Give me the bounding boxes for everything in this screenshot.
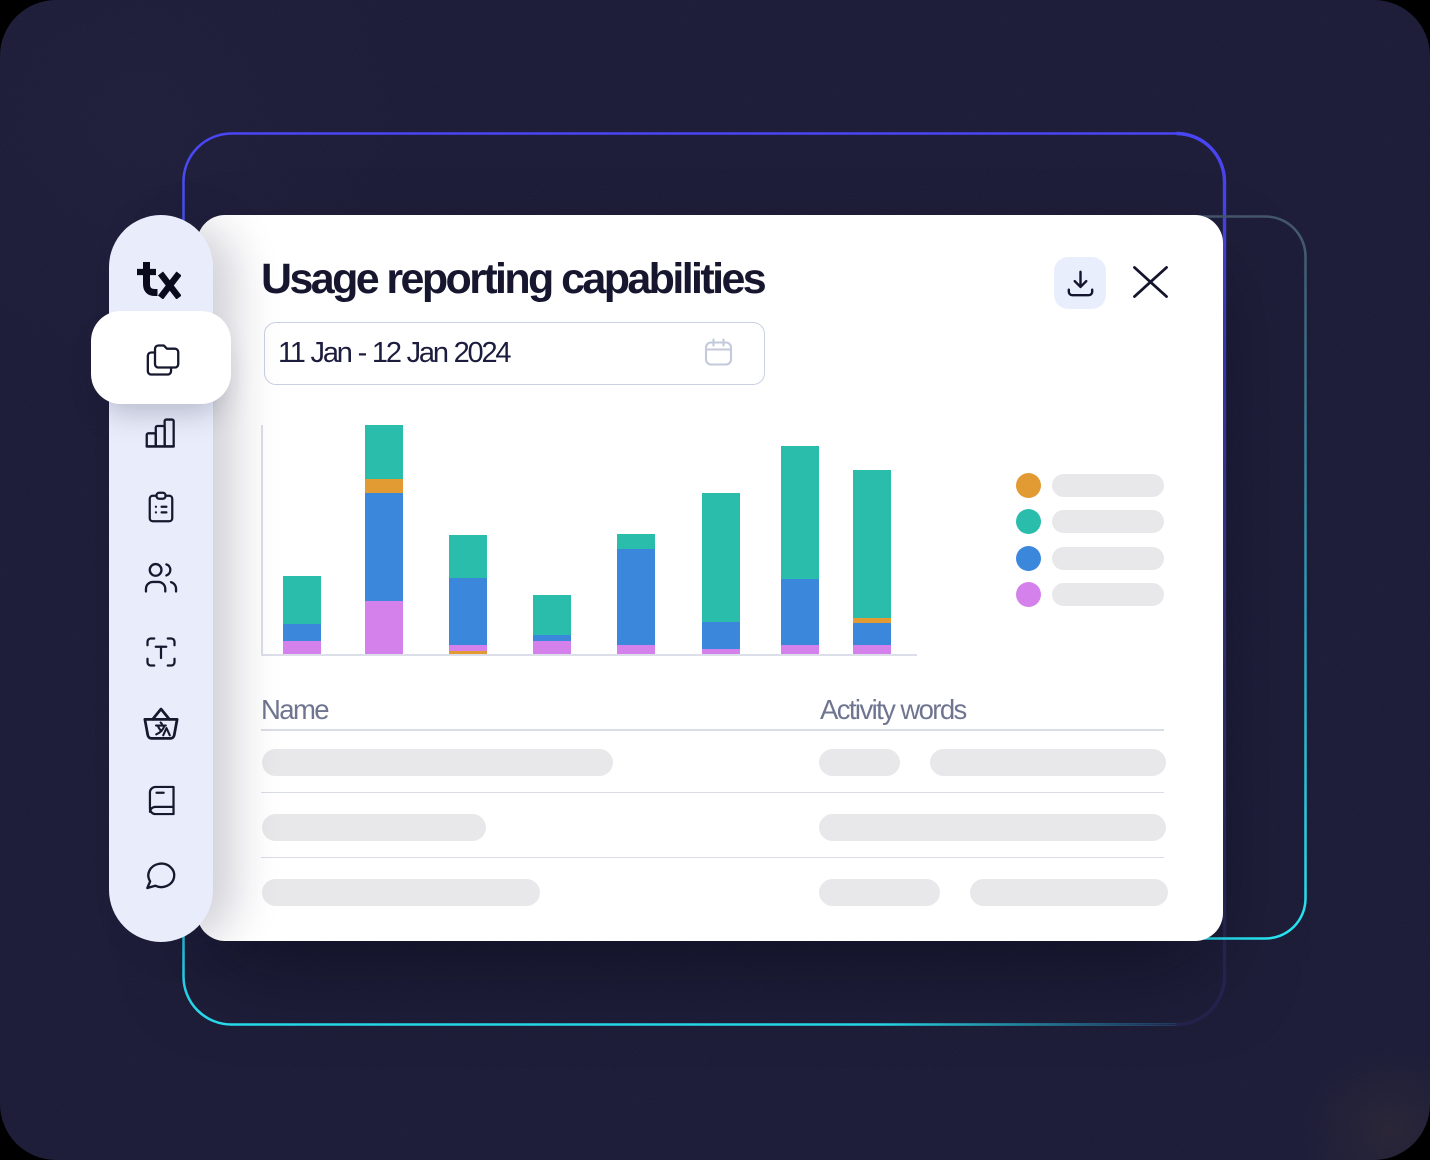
chart-bar-5: [617, 533, 655, 654]
text-scan-icon: [146, 637, 176, 667]
chart-segment-purple: [617, 645, 655, 654]
chart-bar-4: [532, 595, 571, 654]
chart-segment-teal: [702, 493, 740, 622]
sidebar-active-item-background: [91, 311, 231, 404]
chart-x-axis: [261, 654, 917, 656]
chart-segment-blue: [781, 579, 819, 645]
chart-segment-teal: [781, 446, 819, 579]
table-cell-skeleton-activity: [819, 814, 1166, 841]
download-button[interactable]: [1054, 257, 1106, 309]
chart-y-axis: [261, 425, 263, 656]
chart-segment-orange: [365, 479, 403, 493]
legend-label-skeleton: [1052, 546, 1164, 570]
clipboard-list-icon: [148, 491, 174, 523]
chart-segment-teal: [449, 535, 487, 578]
report-modal: Usage reporting capabilities 11 Jan - 12…: [197, 215, 1223, 941]
sidebar-item-order-translation[interactable]: [139, 703, 183, 747]
table-header-name: Name: [261, 694, 330, 725]
table-cell-skeleton-name: [262, 749, 613, 776]
modal-title: Usage reporting capabilities: [261, 255, 767, 303]
legend-label-skeleton: [1052, 583, 1164, 606]
table-cell-skeleton-activity: [819, 879, 940, 906]
sidebar-item-text-recognition[interactable]: [139, 630, 183, 674]
chart-segment-purple: [449, 644, 487, 651]
table-cell-skeleton-activity: [819, 749, 900, 776]
translation-basket-icon: [143, 707, 179, 740]
chart-segment-purple: [853, 645, 891, 654]
chart-segment-blue: [283, 624, 321, 641]
close-icon: [1132, 266, 1168, 298]
bar-chart-icon: [145, 418, 175, 448]
legend-dot-blue: [1015, 545, 1041, 571]
chart-segment-blue: [853, 622, 891, 645]
chart-segment-teal: [853, 469, 891, 618]
chart-segment-purple: [365, 601, 403, 654]
date-range-input[interactable]: 11 Jan - 12 Jan 2024: [264, 322, 765, 385]
legend-dot-teal: [1015, 509, 1041, 534]
chart-bar-7: [781, 446, 819, 654]
chart-segment-blue: [702, 622, 740, 649]
chart-segment-purple: [781, 645, 819, 654]
chart-bar-6: [702, 493, 740, 654]
table-header-activity-words: Activity words: [820, 694, 967, 725]
date-range-value: 11 Jan - 12 Jan 2024: [278, 337, 512, 369]
chat-bubble-icon: [146, 862, 176, 890]
table-row-rule: [261, 791, 1164, 793]
sidebar-item-tasks[interactable]: [139, 485, 183, 529]
legend-label-skeleton: [1052, 510, 1164, 533]
chart-segment-teal: [617, 533, 655, 549]
table-cell-skeleton-activity: [970, 879, 1168, 906]
table-row-rule: [261, 856, 1164, 858]
sidebar-item-chat[interactable]: [139, 852, 183, 896]
chart-segment-blue: [365, 492, 403, 601]
chart-segment-teal: [283, 575, 321, 624]
chart-segment-blue: [617, 548, 655, 645]
sidebar-item-team[interactable]: [139, 556, 183, 600]
chart-bar-1: [283, 575, 321, 654]
table-header-rule: [261, 729, 1164, 731]
legend-dot-orange: [1015, 472, 1041, 498]
book-icon: [148, 785, 175, 815]
users-icon: [144, 562, 178, 593]
chart-segment-teal: [365, 424, 403, 479]
logo-tx-icon: [137, 262, 182, 300]
chart-segment-blue: [532, 634, 571, 641]
close-button[interactable]: [1130, 262, 1170, 302]
chart-segment-orange: [853, 617, 891, 623]
chart-segment-teal: [532, 595, 571, 635]
sidebar-item-folders[interactable]: [139, 338, 183, 382]
chart-bar-3: [449, 535, 487, 654]
table-cell-skeleton-name: [262, 879, 540, 906]
app-logo: [137, 261, 182, 300]
legend-dot-purple: [1015, 582, 1041, 607]
chart-bar-2: [365, 424, 403, 654]
folders-icon: [146, 343, 179, 376]
chart-segment-purple: [702, 648, 740, 654]
download-icon: [1067, 270, 1093, 296]
chart-segment-orange: [449, 650, 487, 654]
outline-rect-indigo-fade: [1176, 131, 1227, 1027]
sidebar-item-glossary[interactable]: [139, 778, 183, 822]
chart-segment-purple: [532, 641, 571, 654]
calendar-icon: [704, 338, 733, 372]
table-cell-skeleton-activity: [930, 749, 1166, 776]
sidebar-item-analytics[interactable]: [139, 411, 183, 455]
chart-segment-blue: [449, 577, 487, 645]
table-cell-skeleton-name: [262, 814, 486, 841]
chart-bar-8: [853, 469, 891, 654]
legend-label-skeleton: [1052, 473, 1164, 497]
chart-segment-purple: [283, 641, 321, 654]
